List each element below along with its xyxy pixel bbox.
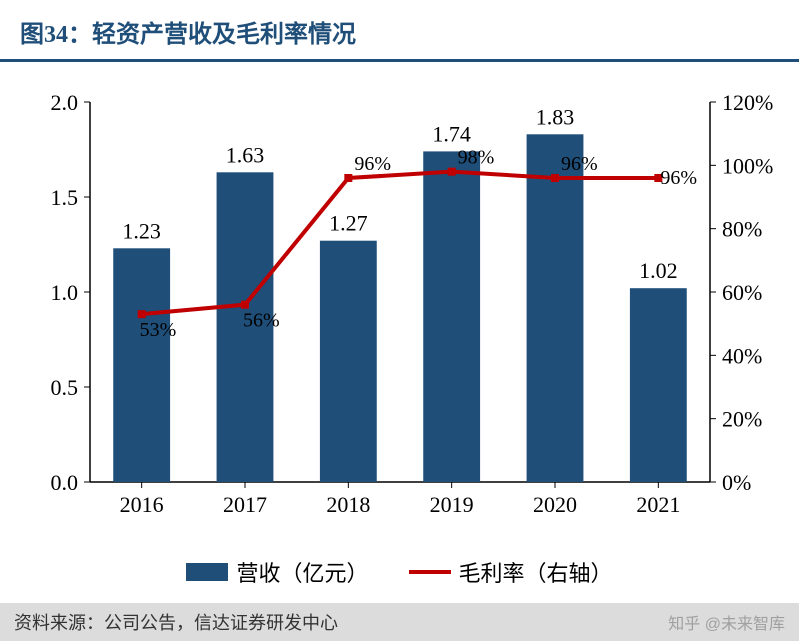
svg-text:2020: 2020 [533,492,577,517]
svg-text:1.23: 1.23 [122,218,161,243]
legend-item-bar: 营收（亿元） [186,556,368,588]
source-footer: 资料来源：公司公告，信达证券研发中心 知乎 @未来智库 [0,603,799,641]
svg-text:1.27: 1.27 [329,211,368,236]
svg-text:0.0: 0.0 [50,470,78,495]
svg-text:2019: 2019 [429,492,473,517]
svg-text:1.74: 1.74 [432,121,471,146]
combo-chart: 0.0 0.5 1.0 1.5 2.0 0% 20% 40% 60% 80% 100% 120% 1.2… [20,82,780,552]
svg-text:98%: 98% [457,147,494,169]
svg-text:53%: 53% [139,319,176,341]
svg-text:0%: 0% [722,470,751,495]
svg-text:20%: 20% [722,407,762,432]
svg-text:2021: 2021 [636,492,680,517]
svg-text:1.02: 1.02 [639,258,678,283]
legend: 营收（亿元） 毛利率（右轴） [0,556,799,588]
source-text: 资料来源：公司公告，信达证券研发中心 [14,609,338,635]
svg-text:0.5: 0.5 [50,375,78,400]
svg-text:60%: 60% [722,280,762,305]
legend-label-line: 毛利率（右轴） [459,556,613,588]
svg-text:40%: 40% [722,343,762,368]
svg-text:120%: 120% [722,90,773,115]
legend-item-line: 毛利率（右轴） [409,556,613,588]
watermark: 知乎 @未来智库 [668,610,785,634]
legend-swatch-bar [186,563,228,581]
chart-area: 0.0 0.5 1.0 1.5 2.0 0% 20% 40% 60% 80% 100% 120% 1.2… [20,82,780,552]
legend-swatch-line [409,570,451,574]
svg-text:2017: 2017 [223,492,267,517]
legend-label-bar: 营收（亿元） [236,556,368,588]
svg-text:96%: 96% [561,153,598,175]
svg-text:1.0: 1.0 [50,280,78,305]
svg-text:96%: 96% [354,153,391,175]
svg-text:56%: 56% [243,310,280,332]
chart-title-bar: 图34：轻资产营收及毛利率情况 [0,0,799,62]
svg-text:1.83: 1.83 [535,104,574,129]
svg-text:80%: 80% [722,217,762,242]
chart-title: 图34：轻资产营收及毛利率情况 [20,14,779,49]
svg-text:96%: 96% [660,167,697,189]
svg-text:100%: 100% [722,153,773,178]
svg-text:1.5: 1.5 [50,185,78,210]
svg-text:2016: 2016 [119,492,163,517]
svg-text:1.63: 1.63 [225,142,264,167]
figure-container: { "title": "图34：轻资产营收及毛利率情况", "source_la… [0,0,799,641]
svg-text:2.0: 2.0 [50,90,78,115]
svg-text:2018: 2018 [326,492,370,517]
